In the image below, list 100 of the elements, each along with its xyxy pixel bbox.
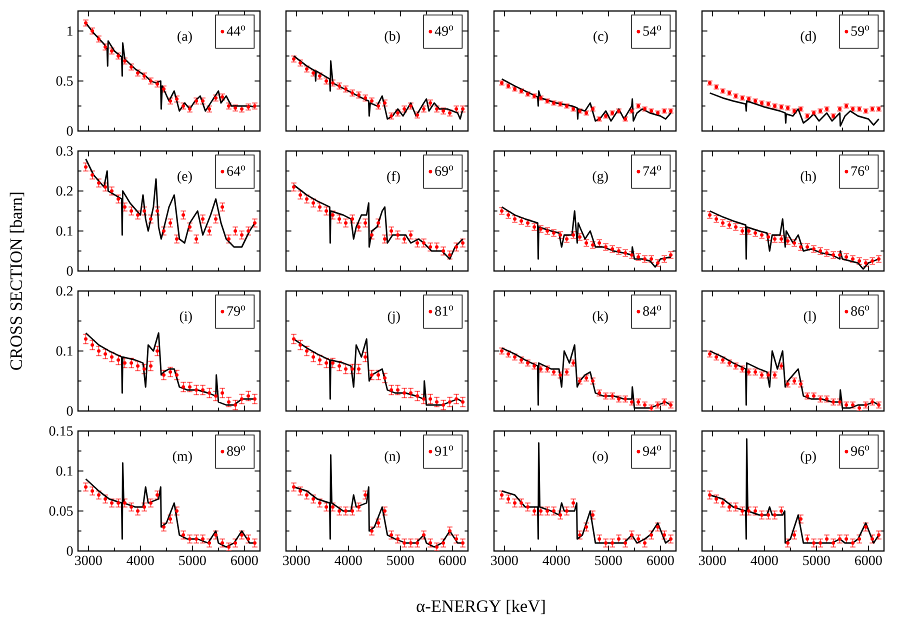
legend-label: 76$^{o}$ bbox=[852, 166, 870, 176]
point bbox=[513, 501, 517, 505]
point bbox=[428, 245, 432, 249]
point bbox=[208, 391, 212, 395]
point bbox=[331, 361, 335, 365]
point bbox=[799, 517, 803, 521]
point bbox=[383, 376, 387, 380]
y-tick-label: 0.1 bbox=[56, 226, 72, 236]
x-tick-label: 4000 bbox=[542, 556, 570, 566]
point bbox=[298, 193, 302, 197]
point bbox=[409, 391, 413, 395]
point bbox=[110, 355, 114, 359]
point bbox=[416, 541, 420, 545]
point bbox=[201, 388, 205, 392]
point bbox=[305, 197, 309, 201]
point bbox=[338, 509, 342, 513]
legend-label: 64$^{o}$ bbox=[227, 166, 246, 176]
point bbox=[84, 337, 88, 341]
point bbox=[812, 541, 816, 545]
point bbox=[435, 245, 439, 249]
point bbox=[182, 213, 186, 217]
point bbox=[818, 541, 822, 545]
point bbox=[870, 537, 874, 541]
point bbox=[123, 501, 127, 505]
legend-label: 54$^{o}$ bbox=[643, 26, 662, 36]
point bbox=[182, 533, 186, 537]
point bbox=[227, 237, 231, 241]
point bbox=[624, 541, 628, 545]
point bbox=[344, 509, 348, 513]
point bbox=[422, 397, 426, 401]
point bbox=[520, 501, 524, 505]
point bbox=[766, 513, 770, 517]
legend-label: 89$^{o}$ bbox=[227, 446, 246, 456]
annotation: (n) bbox=[384, 451, 400, 464]
point bbox=[721, 501, 725, 505]
point bbox=[636, 537, 640, 541]
point bbox=[572, 501, 576, 505]
point bbox=[422, 533, 426, 537]
point bbox=[253, 397, 257, 401]
point bbox=[461, 241, 465, 245]
point bbox=[331, 505, 335, 509]
x-tick-label: 5000 bbox=[387, 556, 414, 566]
point bbox=[136, 364, 140, 368]
legend-label: 74$^{o}$ bbox=[644, 166, 662, 176]
point bbox=[357, 225, 361, 229]
annotation: (h) bbox=[800, 171, 816, 184]
annotation: (b) bbox=[384, 31, 400, 44]
point bbox=[526, 505, 530, 509]
annotation: (p) bbox=[800, 451, 816, 464]
point bbox=[376, 521, 380, 525]
point bbox=[227, 400, 231, 404]
annotation: (a) bbox=[178, 31, 192, 44]
point bbox=[584, 525, 588, 529]
point bbox=[578, 533, 582, 537]
point bbox=[292, 185, 296, 189]
point bbox=[104, 497, 108, 501]
point bbox=[792, 533, 796, 537]
point bbox=[350, 509, 354, 513]
point bbox=[168, 517, 172, 521]
x-tick-label: 5000 bbox=[595, 556, 622, 566]
point bbox=[610, 541, 614, 545]
point bbox=[435, 400, 439, 404]
point bbox=[168, 221, 172, 225]
point bbox=[714, 497, 718, 501]
point bbox=[162, 229, 166, 233]
point bbox=[130, 505, 134, 509]
point bbox=[240, 533, 244, 537]
point bbox=[539, 509, 543, 513]
point bbox=[390, 533, 394, 537]
point bbox=[598, 537, 602, 541]
point bbox=[454, 537, 458, 541]
x-axis-title: α-ENERGY [keV] bbox=[416, 600, 545, 614]
point bbox=[220, 391, 224, 395]
point bbox=[305, 493, 309, 497]
point bbox=[130, 209, 134, 213]
point bbox=[104, 185, 108, 189]
point bbox=[825, 537, 829, 541]
point bbox=[208, 229, 212, 233]
point bbox=[156, 493, 160, 497]
legend-label: 84$^{o}$ bbox=[643, 306, 662, 316]
point bbox=[201, 537, 205, 541]
point bbox=[402, 391, 406, 395]
point bbox=[454, 245, 458, 249]
point bbox=[234, 229, 238, 233]
point bbox=[357, 505, 361, 509]
point bbox=[292, 485, 296, 489]
point bbox=[350, 367, 354, 371]
point bbox=[162, 373, 166, 377]
point bbox=[428, 397, 432, 401]
point bbox=[786, 541, 790, 545]
y-tick-label: 0 bbox=[66, 266, 73, 276]
point bbox=[175, 237, 179, 241]
point bbox=[84, 165, 88, 169]
point bbox=[396, 537, 400, 541]
point bbox=[90, 489, 94, 493]
point bbox=[312, 355, 316, 359]
point bbox=[123, 205, 127, 209]
point bbox=[650, 533, 654, 537]
point bbox=[754, 509, 758, 513]
point bbox=[234, 541, 238, 545]
